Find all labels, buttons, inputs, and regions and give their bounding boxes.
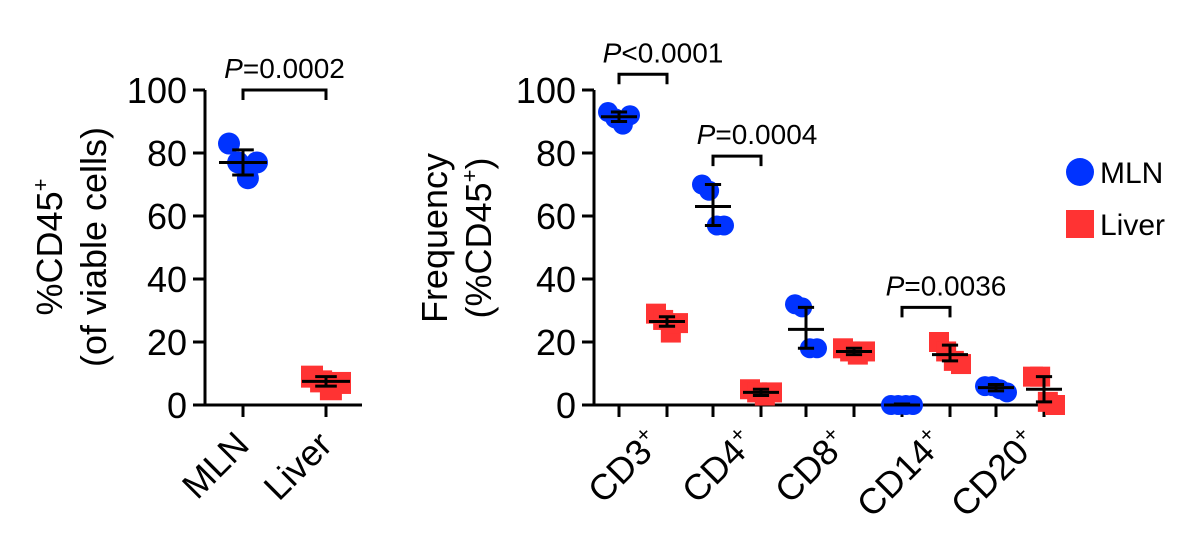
group-cd20 — [975, 366, 1065, 415]
x-category-label: CD3+ — [579, 421, 669, 511]
x-category-label: CD14+ — [848, 421, 952, 525]
x-category-label: CD4+ — [673, 421, 763, 511]
panel-right-chart: 0 20 40 60 80 100 CD3+ CD4+ CD8+ CD14+ CD20+ Freque… — [414, 37, 1065, 525]
mean-sd — [788, 305, 824, 350]
significance-label: P=0.0004 — [697, 119, 818, 150]
series-mln — [218, 132, 268, 190]
series-liver — [929, 332, 971, 375]
mean-sd — [932, 343, 968, 363]
series-mln — [785, 294, 827, 359]
significance-bracket — [711, 154, 763, 167]
mean-sd — [649, 315, 685, 328]
y-axis-label-line2: (%CD45+) — [457, 158, 499, 319]
y-tick-label: 100 — [127, 70, 187, 111]
mean-sd — [695, 183, 731, 227]
significance-label: P<0.0001 — [603, 37, 724, 68]
significance-bracket — [617, 72, 669, 85]
mean-sd — [836, 346, 872, 357]
series-liver — [646, 303, 688, 343]
mean-sd — [601, 110, 637, 123]
y-axis-label: %CD45+ (of viable cells) — [28, 127, 114, 367]
y-axis-label-line1: %CD45+ — [28, 179, 70, 316]
series-mln — [975, 376, 1017, 403]
data-point — [807, 338, 827, 359]
x-category-label: Liver — [255, 424, 339, 508]
y-tick-label: 40 — [147, 259, 187, 300]
significance-bracket — [241, 88, 328, 100]
mean-sd — [302, 375, 350, 388]
series-liver — [1023, 366, 1065, 415]
y-axis-label: Frequency (%CD45+) — [414, 153, 499, 323]
legend-label: Liver — [1100, 209, 1165, 242]
y-axis: 0 20 40 60 80 100 — [516, 70, 596, 426]
x-category-label: CD20+ — [942, 421, 1046, 525]
significance: P<0.0001 — [603, 37, 724, 85]
mean-sd — [219, 148, 267, 177]
group-cd14 — [881, 332, 971, 415]
y-tick-label: 80 — [536, 133, 576, 174]
series-liver — [301, 365, 351, 401]
data-point — [1045, 395, 1065, 415]
legend-label: MLN — [1100, 157, 1163, 190]
series-mln — [881, 395, 923, 415]
y-axis-label-line2: (of viable cells) — [73, 127, 114, 367]
legend: MLN Liver — [1066, 157, 1165, 242]
data-point — [951, 354, 971, 375]
series-liver — [833, 338, 875, 365]
mean-sd — [743, 387, 779, 398]
x-category-label: MLN — [174, 424, 257, 507]
legend-marker — [1066, 158, 1094, 186]
significance-label: P=0.0036 — [886, 270, 1007, 301]
series-mln — [598, 102, 640, 135]
significance: P=0.0002 — [224, 53, 345, 100]
significance: P=0.0036 — [886, 270, 1007, 318]
y-tick-label: 80 — [147, 133, 187, 174]
group-cd8 — [785, 294, 875, 365]
mean-sd — [978, 383, 1014, 393]
series-mln — [692, 174, 734, 236]
legend-marker — [1066, 210, 1094, 238]
y-axis: 0 20 40 60 80 100 — [127, 70, 207, 426]
y-tick-label: 0 — [556, 385, 576, 426]
data-point — [714, 215, 734, 236]
mean-sd — [884, 402, 920, 407]
group-cd3 — [598, 102, 688, 343]
y-tick-label: 0 — [167, 385, 187, 426]
y-tick-label: 60 — [536, 196, 576, 237]
y-tick-label: 20 — [536, 322, 576, 363]
legend-item-liver: Liver — [1066, 209, 1165, 242]
y-axis-label-line1: Frequency — [414, 153, 455, 323]
significance-bracket — [900, 305, 952, 318]
group-cd4 — [692, 174, 782, 406]
y-tick-label: 100 — [516, 70, 576, 111]
y-tick-label: 60 — [147, 196, 187, 237]
mean-sd — [1026, 375, 1062, 404]
significance-label: P=0.0002 — [224, 53, 345, 84]
y-tick-label: 20 — [147, 322, 187, 363]
legend-item-mln: MLN — [1066, 157, 1163, 190]
y-tick-label: 40 — [536, 259, 576, 300]
significance: P=0.0004 — [697, 119, 818, 167]
series-liver — [740, 379, 782, 406]
x-category-label: CD8+ — [766, 421, 856, 511]
